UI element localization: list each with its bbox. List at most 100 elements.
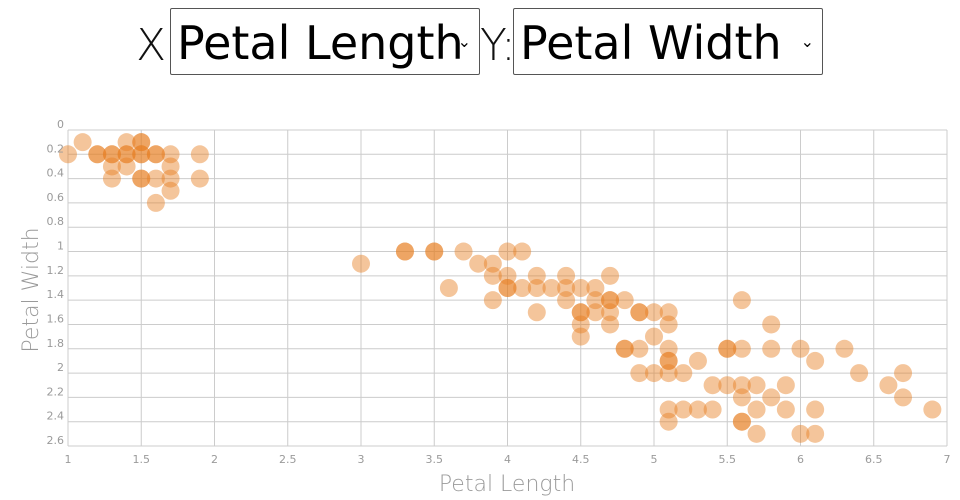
chart-grid <box>67 129 948 447</box>
data-point <box>483 291 502 310</box>
data-point <box>747 424 766 443</box>
data-point <box>732 339 751 358</box>
data-point <box>923 400 942 419</box>
data-point <box>732 376 751 395</box>
y-tick-label: 1 <box>57 240 64 253</box>
data-point <box>132 145 151 164</box>
x-axis-select[interactable]: Petal Length ⌄ <box>170 8 480 75</box>
data-point <box>59 145 77 164</box>
y-tick-label: 0.4 <box>47 167 65 180</box>
data-point <box>659 339 678 358</box>
data-point <box>571 327 590 346</box>
data-point <box>425 242 444 261</box>
x-tick-label: 3.5 <box>426 453 444 466</box>
data-point <box>132 169 151 188</box>
data-point <box>601 303 620 322</box>
data-point <box>498 242 517 261</box>
data-point <box>762 315 781 334</box>
data-point <box>776 400 795 419</box>
data-point <box>88 145 107 164</box>
data-point <box>102 145 121 164</box>
x-tick-label: 6 <box>797 453 804 466</box>
data-point <box>718 339 737 358</box>
data-point <box>601 291 620 310</box>
y-tick-label: 0.8 <box>47 215 65 228</box>
chart-ticks: 1 1.5 2 2.5 3 3.5 4 4.5 5 5.5 6 6.5 7 0 0.2 0.4 0.6 0.8 1 1… <box>47 118 951 466</box>
data-point <box>513 242 532 261</box>
data-point <box>674 364 693 383</box>
y-tick-label: 0.2 <box>47 142 65 155</box>
data-point <box>850 364 869 383</box>
data-point <box>659 315 678 334</box>
data-point <box>732 412 751 431</box>
x-tick-label: 4.5 <box>572 453 590 466</box>
data-point <box>439 279 458 297</box>
data-point <box>732 388 751 407</box>
data-point <box>73 133 92 152</box>
axis-controls: X: Petal Length ⌄ Y: Petal Width ⌄ <box>0 0 960 96</box>
data-point <box>659 364 678 383</box>
y-tick-label: 0.6 <box>47 191 65 204</box>
data-point <box>879 376 898 395</box>
data-point <box>806 351 825 370</box>
data-point <box>806 424 825 443</box>
data-point <box>527 303 546 322</box>
data-point <box>645 327 663 346</box>
data-point <box>454 242 473 261</box>
data-point <box>513 279 532 297</box>
data-point <box>615 339 634 358</box>
data-point <box>102 145 121 164</box>
data-point <box>601 266 620 285</box>
x-tick-label: 2 <box>211 453 218 466</box>
x-tick-label: 4 <box>504 453 511 466</box>
data-point <box>132 169 151 188</box>
y-tick-label: 2.6 <box>47 434 65 447</box>
chevron-down-icon: ⌄ <box>800 32 814 51</box>
data-point <box>703 376 722 395</box>
data-point <box>659 351 678 370</box>
data-point <box>659 351 678 370</box>
data-point <box>762 388 781 407</box>
data-point <box>161 145 180 164</box>
y-tick-label: 0 <box>57 118 64 131</box>
data-point <box>645 364 663 383</box>
x-axis-select-value: Petal Length <box>177 16 464 70</box>
x-axis-title: Petal Length <box>439 472 575 497</box>
data-point <box>571 303 590 322</box>
data-point <box>117 145 136 164</box>
data-point <box>659 303 678 322</box>
data-point <box>718 376 737 395</box>
data-point <box>395 242 414 261</box>
data-point <box>395 242 414 261</box>
y-axis-select[interactable]: Petal Width ⌄ <box>513 8 823 75</box>
data-point <box>146 145 165 164</box>
data-point <box>601 315 620 334</box>
data-point <box>190 169 209 188</box>
data-point <box>586 279 605 297</box>
data-point <box>630 303 649 322</box>
y-axis-select-label: Y: <box>480 20 516 71</box>
data-point <box>117 157 136 176</box>
data-point <box>703 400 722 419</box>
data-point <box>527 266 546 285</box>
data-point <box>542 279 561 297</box>
x-tick-label: 7 <box>944 453 951 466</box>
data-point <box>776 376 795 395</box>
x-tick-label: 1 <box>65 453 72 466</box>
data-point <box>117 133 136 152</box>
data-point <box>146 169 165 188</box>
data-point <box>630 364 649 383</box>
data-point <box>645 303 663 322</box>
x-tick-label: 2.5 <box>279 453 297 466</box>
y-tick-label: 1.2 <box>47 264 65 277</box>
y-tick-label: 2 <box>57 361 64 374</box>
data-point <box>747 400 766 419</box>
data-point <box>102 169 121 188</box>
y-tick-label: 1.6 <box>47 312 65 325</box>
data-point <box>615 339 634 358</box>
data-point <box>161 157 180 176</box>
data-point <box>146 193 165 212</box>
data-point <box>498 279 517 297</box>
data-point <box>352 254 370 273</box>
data-point <box>659 412 678 431</box>
